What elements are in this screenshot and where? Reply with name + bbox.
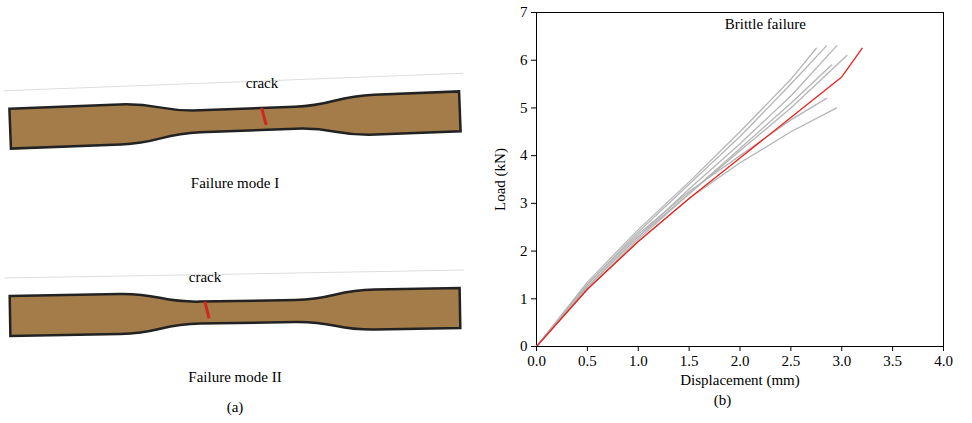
svg-text:(a): (a)	[227, 399, 244, 416]
svg-text:3.5: 3.5	[883, 353, 902, 369]
svg-text:4.0: 4.0	[934, 353, 953, 369]
svg-text:crack: crack	[189, 269, 222, 285]
svg-text:crack: crack	[246, 75, 279, 91]
svg-text:4: 4	[520, 147, 528, 163]
svg-text:0.0: 0.0	[527, 353, 546, 369]
svg-text:1.0: 1.0	[628, 353, 647, 369]
svg-text:Failure mode II: Failure mode II	[188, 369, 281, 385]
svg-text:3.0: 3.0	[832, 353, 851, 369]
svg-text:2.5: 2.5	[781, 353, 800, 369]
svg-text:7: 7	[520, 4, 528, 20]
svg-text:Brittle failure: Brittle failure	[724, 16, 806, 32]
html-text:(b): (b)	[713, 392, 732, 408]
svg-text:2.0: 2.0	[730, 353, 749, 369]
svg-text:0.5: 0.5	[578, 353, 597, 369]
svg-text:1: 1	[520, 291, 528, 307]
svg-text:3: 3	[520, 195, 528, 211]
svg-text:Load (kN): Load (kN)	[492, 148, 509, 211]
svg-text:5: 5	[520, 100, 528, 116]
svg-text:1.5: 1.5	[679, 353, 698, 369]
svg-text:2: 2	[520, 243, 528, 259]
svg-text:6: 6	[520, 52, 528, 68]
svg-text:Displacement (mm): Displacement (mm)	[680, 372, 800, 389]
svg-text:Failure mode I: Failure mode I	[191, 175, 279, 191]
svg-text:0: 0	[520, 338, 528, 354]
